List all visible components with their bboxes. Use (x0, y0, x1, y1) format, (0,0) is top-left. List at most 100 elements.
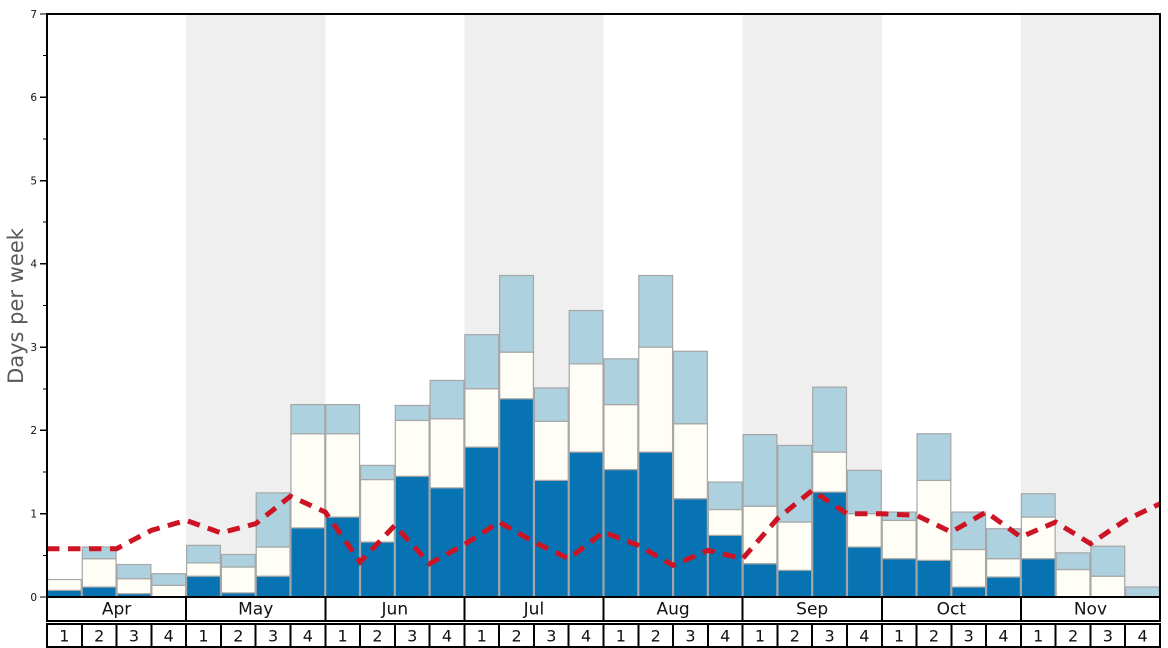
week-label: 3 (129, 627, 139, 646)
bar-segment-dark-blue (846, 546, 882, 598)
week-label: 1 (59, 627, 69, 646)
y-axis-title: Days per week (4, 228, 28, 384)
month-label: Sep (796, 600, 828, 620)
week-label: 3 (685, 627, 695, 646)
bar-segment-white (533, 420, 569, 482)
bar-segment-dark-blue (394, 475, 430, 598)
bar-segment-light-blue (186, 544, 222, 564)
week-label: 4 (442, 627, 452, 646)
bar-segment-dark-blue (429, 487, 465, 598)
y-axis-tick-label: 6 (30, 92, 37, 104)
bar-segment-dark-blue (951, 586, 987, 598)
bar-segment-light-blue (603, 358, 639, 406)
bar-segment-dark-blue (533, 479, 569, 598)
bar-segment-light-blue (151, 573, 187, 586)
month-label: Oct (937, 600, 967, 620)
bar-segment-white (394, 419, 430, 477)
week-label: 2 (372, 627, 382, 646)
bar-segment-white (151, 584, 187, 598)
month-label: Apr (102, 600, 131, 620)
month-label: May (238, 600, 273, 620)
bar-segment-light-blue (742, 433, 778, 507)
y-axis-tick-label: 3 (30, 342, 37, 354)
month-cell-apr (46, 596, 188, 622)
bar-segment-dark-blue (777, 569, 813, 598)
bar-segment-white (464, 388, 500, 448)
bar-segment-light-blue (464, 334, 500, 390)
month-label: Jul (523, 600, 545, 620)
y-axis-tick-label: 0 (30, 592, 37, 604)
bar-segment-light-blue (1055, 552, 1091, 571)
week-label: 2 (790, 627, 800, 646)
bar-segment-dark-blue (325, 516, 361, 598)
week-label: 4 (720, 627, 730, 646)
bar-segment-light-blue (499, 274, 535, 353)
bar-segment-white (359, 478, 395, 543)
bar-segment-dark-blue (603, 468, 639, 598)
bar-segment-dark-blue (464, 446, 500, 598)
bar-segment-white (951, 548, 987, 588)
bar-segment-dark-blue (985, 576, 1021, 598)
month-label: Nov (1074, 600, 1107, 620)
week-label: 1 (198, 627, 208, 646)
bar-segment-white (812, 451, 848, 493)
bar-segment-white (846, 513, 882, 548)
week-label: 1 (894, 627, 904, 646)
bar-segment-light-blue (220, 553, 256, 568)
average-line (47, 487, 1162, 569)
month-label: Jun (381, 600, 409, 620)
week-label: 4 (1138, 627, 1148, 646)
month-cell-aug (602, 596, 744, 622)
week-label: 3 (1103, 627, 1113, 646)
week-label: 2 (1068, 627, 1078, 646)
bar-segment-white (116, 578, 152, 595)
bar-segment-white (290, 433, 326, 529)
week-label: 3 (268, 627, 278, 646)
month-cell-jun (324, 596, 466, 622)
bar-segment-white (325, 433, 361, 518)
bar-segment-light-blue (533, 387, 569, 422)
month-cell-nov (1019, 596, 1161, 622)
bar-segment-dark-blue (81, 586, 117, 598)
bar-segment-light-blue (429, 379, 465, 420)
week-label: 1 (755, 627, 765, 646)
bar-segment-white (985, 558, 1021, 578)
bar-segment-white (603, 404, 639, 471)
bar-segment-white (1090, 575, 1126, 598)
bar-segment-dark-blue (290, 527, 326, 598)
bar-segment-dark-blue (707, 534, 743, 598)
bar-segment-light-blue (325, 404, 361, 435)
bar-segment-dark-blue (638, 451, 674, 598)
bar-segment-light-blue (707, 481, 743, 511)
bar-segment-dark-blue (1020, 558, 1056, 598)
bar-segment-white (707, 508, 743, 536)
bar-segment-white (777, 521, 813, 571)
month-cell-oct (880, 596, 1022, 622)
week-label: 4 (164, 627, 174, 646)
week-label: 1 (338, 627, 348, 646)
week-label: 3 (964, 627, 974, 646)
bar-segment-white (881, 519, 917, 560)
y-axis-tick-label: 4 (30, 259, 37, 271)
bar-segment-white (186, 562, 222, 577)
week-label: 1 (1033, 627, 1043, 646)
bar-segment-light-blue (359, 464, 395, 481)
bar-segment-white (429, 418, 465, 489)
week-label: 4 (998, 627, 1008, 646)
month-label: Aug (656, 600, 689, 620)
bar-segment-light-blue (394, 404, 430, 422)
bar-segment-dark-blue (499, 398, 535, 598)
bar-segment-white (220, 566, 256, 594)
bar-segment-light-blue (777, 444, 813, 523)
bar-segment-light-blue (812, 386, 848, 453)
bar-segment-light-blue (1020, 493, 1056, 518)
week-label: 2 (651, 627, 661, 646)
bar-segment-light-blue (116, 563, 152, 580)
month-cell-jul (463, 596, 605, 622)
bar-segment-dark-blue (916, 559, 952, 598)
bar-segment-dark-blue (255, 575, 291, 598)
bar-segment-light-blue (290, 404, 326, 435)
week-label: 3 (546, 627, 556, 646)
